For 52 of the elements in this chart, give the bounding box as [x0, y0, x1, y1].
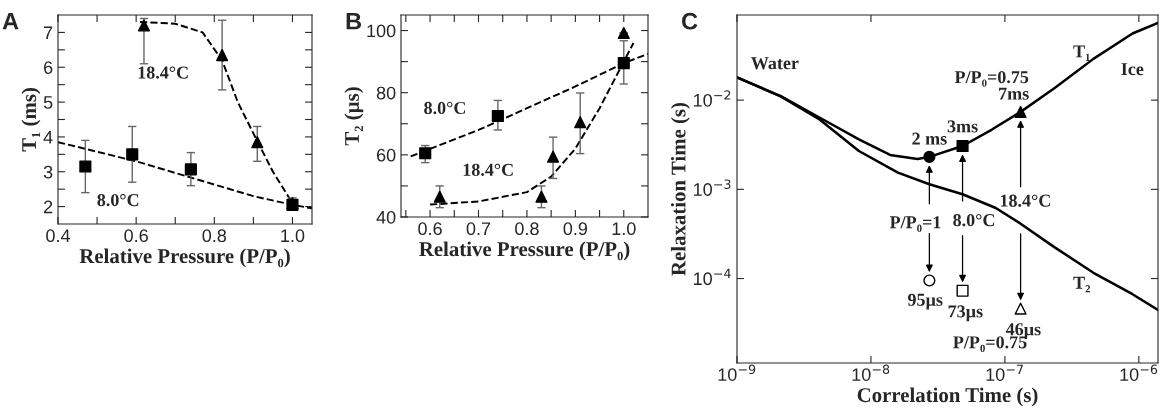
annotation: 8.0°C — [97, 193, 139, 207]
y-tick-label: 3 — [43, 165, 53, 179]
annotation: 95µs — [907, 293, 943, 310]
y-tick-label: 10$^{−4}$ — [693, 268, 731, 286]
x-tick-label: 0.6 — [418, 222, 442, 236]
annotation: P/P₀=0.75 — [954, 71, 1029, 87]
x-tick-label: 10$^{−7}$ — [986, 364, 1023, 381]
y-tick-label: 80 — [376, 86, 396, 100]
annotation: 8.0°C — [424, 101, 465, 115]
annotation: Ice — [1121, 63, 1144, 76]
y-tick-label: 2 — [44, 200, 53, 214]
x-tick-label: 0.8 — [202, 229, 227, 243]
x-tick-label: 1.0 — [612, 222, 636, 236]
y-tick-label: 60 — [376, 148, 396, 162]
y-tick-label: 10$^{−3}$ — [693, 179, 731, 196]
y-tick-label: 6 — [44, 61, 53, 74]
annotation: 2 ms — [912, 132, 947, 145]
y-tick-label: 7 — [44, 26, 53, 39]
y-tick-label: 10$^{−2}$ — [693, 90, 731, 107]
y-axis-title: T₁ (ms) — [21, 88, 41, 152]
y-tick-label: 40 — [376, 210, 396, 224]
y-axis-title: T₂ (µs) — [344, 87, 364, 146]
x-axis-title: Relative Pressure (P/P₀) — [419, 241, 630, 261]
annotation: 3ms — [947, 120, 978, 133]
y-tick-label: 5 — [43, 96, 53, 109]
x-axis-title: Relative Pressure (P/P₀) — [79, 248, 290, 268]
x-axis-title: Correlation Time (s) — [857, 387, 1038, 407]
chart-title: B — [346, 13, 362, 30]
annotation: T₁ — [1073, 45, 1090, 61]
x-tick-label: 0.9 — [563, 222, 588, 236]
annotation: 8.0°C — [953, 214, 995, 227]
x-tick-label: 0.4 — [46, 229, 71, 243]
x-tick-label: 0.6 — [124, 229, 148, 243]
annotation: T₂ — [1073, 276, 1091, 293]
x-tick-label: 10$^{−9}$ — [718, 364, 756, 381]
y-axis-title: Relaxation Time (s) — [670, 102, 690, 276]
chart-title: C — [682, 12, 698, 30]
y-tick-label: 4 — [43, 131, 53, 144]
y-tick-label: 100 — [367, 24, 396, 38]
annotation: 18.4°C — [463, 163, 513, 176]
x-tick-label: 10$^{−6}$ — [1120, 364, 1158, 381]
x-tick-label: 10$^{−8}$ — [852, 364, 890, 381]
annotation: Water — [751, 57, 799, 70]
x-tick-label: 0.7 — [466, 222, 491, 236]
annotation: 18.4°C — [138, 66, 188, 79]
x-tick-label: 0.8 — [515, 222, 539, 236]
annotation: 7ms — [999, 87, 1029, 100]
chart-title: A — [2, 13, 19, 30]
annotation: 73µs — [948, 305, 983, 322]
x-tick-label: 1.0 — [281, 229, 305, 243]
annotation: 18.4°C — [1000, 194, 1050, 207]
annotation: P/P₀=1 — [889, 216, 941, 232]
